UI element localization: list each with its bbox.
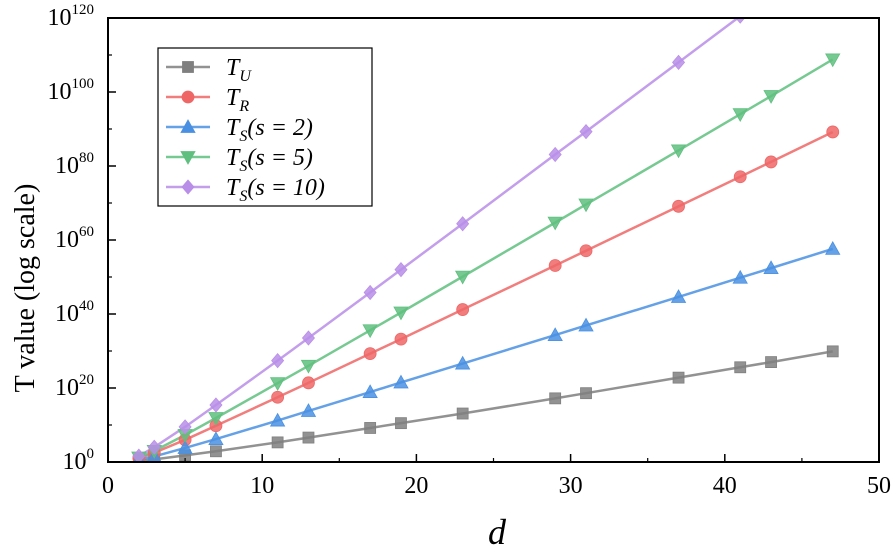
data-point [454,355,471,370]
x-tick-label: 20 [404,473,428,499]
legend-label: TS(s = 5) [226,145,313,175]
series-line-2 [138,247,834,462]
data-point [395,417,407,430]
data-point [271,436,284,449]
data-point [826,345,839,358]
data-point [456,407,469,420]
data-point [732,269,748,284]
legend-label: TS(s = 10) [226,175,325,205]
data-point [578,317,594,332]
x-tick-label: 50 [867,473,891,499]
data-point [825,53,841,68]
data-point [547,216,563,231]
data-point [548,146,562,163]
data-point [579,123,593,140]
y-tick-label: 1040 [55,298,94,327]
data-point [178,419,192,435]
data-point [208,431,224,445]
legend-swatch-marker [180,151,196,165]
data-point [826,125,840,139]
data-point [580,387,592,400]
data-point [672,54,686,71]
legend-swatch-marker [181,90,195,104]
data-point [302,376,315,390]
x-tick-label: 30 [559,473,583,499]
data-point [363,347,377,360]
data-point [672,199,685,213]
data-point [302,431,315,444]
data-point [269,412,286,427]
x-tick-label: 0 [102,473,114,499]
x-tick-label: 10 [250,473,274,499]
legend-label: TU [226,55,252,85]
x-axis: 0 10 20 30 40 50 [102,454,891,499]
y-tick-label: 1080 [55,150,94,179]
legend-label: TS(s = 2) [226,115,313,145]
data-point [209,397,223,413]
data-point [579,244,593,258]
data-point [670,144,687,159]
data-point [456,216,470,232]
data-point [734,361,747,374]
series-line-0 [138,350,833,462]
data-point [147,439,161,455]
legend-swatch-marker [180,119,196,133]
y-tick-label: 10120 [48,2,95,31]
data-point [765,356,777,369]
y-tick-label: 1020 [55,372,94,401]
data-point [132,448,146,462]
data-point [364,422,377,434]
data-point [301,330,315,346]
y-axis-label: T value (log scale) [10,184,41,393]
data-point [393,374,409,389]
y-tick-label: 100 [63,446,95,475]
data-point [177,440,193,454]
data-point [271,353,285,369]
data-point [454,270,471,285]
data-point [271,390,285,404]
data-point [764,155,778,169]
data-point [300,403,317,417]
data-point [549,392,562,405]
data-point [733,170,747,184]
data-point [763,260,779,275]
plot-markers [131,18,841,462]
data-point [763,90,779,104]
y-axis: 100 1020 1040 1060 1080 10100 10120 [48,2,116,475]
data-point [394,261,408,278]
data-point [825,241,841,255]
x-tick-label: 40 [713,473,737,499]
data-point [269,377,286,392]
data-point [362,384,378,398]
data-point [672,371,685,384]
data-point [210,445,222,458]
data-point [670,289,687,303]
y-tick-label: 1060 [55,224,94,253]
x-axis-label: d [488,512,507,552]
data-point [732,108,748,123]
data-point [547,327,563,341]
data-point [363,284,377,301]
data-point [362,324,378,339]
data-point [394,332,408,346]
legend-swatch-marker [181,179,195,195]
data-point [456,303,470,316]
legend-swatch-marker [182,61,194,73]
data-point [393,306,409,321]
data-point [578,198,594,213]
data-point [735,18,746,24]
y-tick-label: 10100 [48,76,95,105]
data-point [300,359,317,374]
legend-label: TR [226,85,249,115]
data-point [548,259,562,272]
